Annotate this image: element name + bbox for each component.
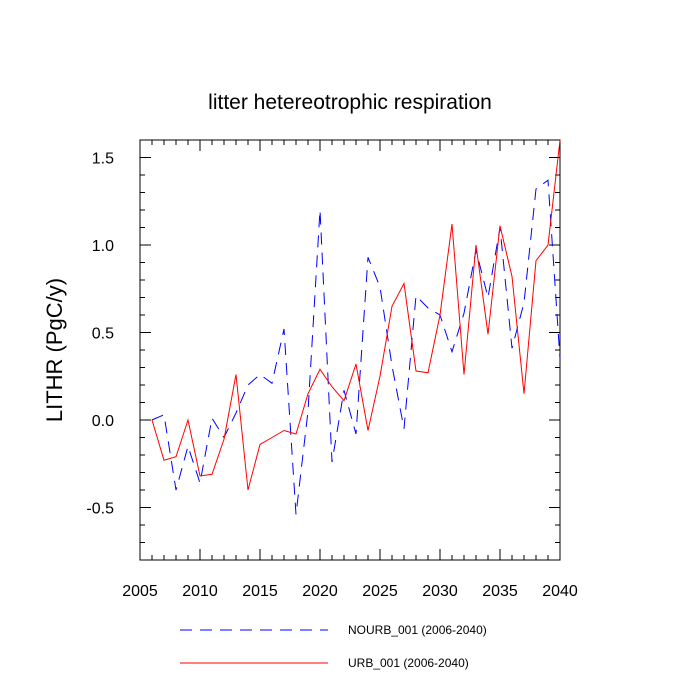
- x-tick-label: 2040: [542, 583, 578, 600]
- x-tick-label: 2010: [182, 583, 218, 600]
- y-tick-label: 1.5: [92, 151, 114, 168]
- x-tick-label: 2030: [422, 583, 458, 600]
- x-tick-label: 2020: [302, 583, 338, 600]
- y-tick-labels: -0.5 0.0 0.5 1.0 1.5: [86, 151, 114, 518]
- x-tick-label: 2025: [362, 583, 398, 600]
- y-tick-label: -0.5: [86, 501, 114, 518]
- axis-ticks: [139, 139, 561, 561]
- series-line-urb: [151, 139, 561, 491]
- legend-label-urb: URB_001 (2006-2040): [348, 656, 469, 670]
- x-tick-label: 2015: [242, 583, 278, 600]
- x-tick-labels: 2005 2010 2015 2020 2025 2030 2035 2040: [122, 583, 578, 600]
- legend: NOURB_001 (2006-2040) URB_001 (2006-2040…: [180, 623, 487, 670]
- y-tick-label: 0.0: [92, 413, 114, 430]
- y-tick-label: 0.5: [92, 326, 114, 343]
- x-tick-label: 2005: [122, 583, 158, 600]
- x-tick-label: 2035: [482, 583, 518, 600]
- y-axis-label: LITHR (PgC/y): [42, 278, 67, 422]
- series-line-nourb: [151, 179, 561, 515]
- chart-title: litter hetereotrophic respiration: [208, 91, 492, 114]
- plot-frame: [139, 139, 561, 561]
- legend-label-nourb: NOURB_001 (2006-2040): [348, 623, 487, 637]
- plot-area: [151, 139, 561, 515]
- y-tick-label: 1.0: [92, 238, 114, 255]
